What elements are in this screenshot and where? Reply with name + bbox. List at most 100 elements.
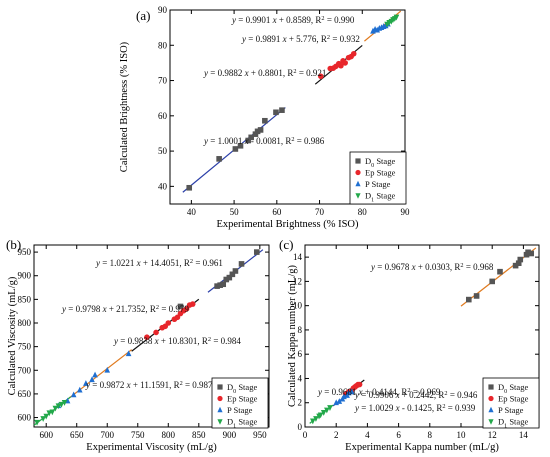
x-tick-label: 2 (334, 430, 339, 440)
data-point (46, 410, 53, 417)
data-point (517, 256, 524, 263)
legend-entry: D1 Stage (227, 417, 257, 430)
y-tick-label: 80 (158, 40, 168, 50)
fit-equation-label: y = 1.0029 x - 0.1425, R2 = 0.939 (354, 403, 476, 414)
x-tick-label: 40 (187, 207, 197, 217)
data-point (223, 276, 230, 283)
x-tick-label: 900 (223, 430, 237, 440)
data-point (144, 334, 150, 340)
plot-frame (304, 244, 540, 428)
data-point (216, 156, 222, 162)
y-tick-label: 50 (158, 146, 168, 156)
plot-frame (169, 9, 406, 205)
data-point (229, 271, 236, 278)
x-tick-label: 700 (100, 430, 114, 440)
x-tick-label: 950 (253, 430, 267, 440)
y-tick-label: 0 (298, 422, 303, 432)
y-tick-label: 900 (18, 271, 32, 281)
y-tick-label: 70 (158, 76, 168, 86)
y-tick-label: 4 (298, 373, 303, 383)
legend-marker (488, 419, 494, 425)
y-axis-label: Calculated Brightness (% ISO) (119, 41, 130, 172)
data-point (310, 418, 316, 425)
data-point (217, 282, 223, 288)
legend-entry: D0 Stage (227, 382, 257, 395)
data-point (153, 329, 159, 336)
legend-entry: P Stage (227, 405, 253, 415)
data-point (324, 407, 330, 414)
data-point (473, 293, 480, 299)
y-tick-label: 950 (18, 247, 32, 257)
y-tick-label: 800 (18, 318, 32, 328)
data-point (262, 117, 268, 124)
x-tick-label: 90 (401, 207, 411, 217)
y-axis-label: Calculated Kappa number (mL/g) (287, 265, 298, 407)
legend-marker (355, 180, 361, 187)
fit-equation-label: y = 0.9678 x + 0.0303, R2 = 0.968 (370, 262, 494, 273)
legend-entry: D1 Stage (498, 417, 528, 430)
data-point (512, 262, 519, 269)
legend-marker (217, 384, 223, 390)
data-point (92, 371, 98, 378)
data-point (214, 283, 220, 289)
x-tick-label: 60 (272, 207, 282, 217)
panel-label: (b) (6, 237, 21, 252)
legend-marker (488, 395, 494, 402)
x-tick-label: 12 (488, 430, 497, 440)
data-point (313, 416, 319, 422)
plot-frame (33, 244, 270, 428)
x-tick-label: 600 (39, 430, 53, 440)
data-point (125, 350, 132, 357)
x-tick-label: 8 (428, 430, 433, 440)
data-point (338, 62, 344, 69)
data-point (248, 134, 254, 141)
panel-a: 40 50 60 70 80 90 40 50 60 70 80 90 Experimental Bri… (119, 5, 410, 230)
y-tick-label: 700 (18, 365, 32, 375)
data-point (89, 376, 95, 383)
data-point (52, 405, 59, 412)
x-tick-label: 750 (131, 430, 145, 440)
x-axis-label: Experimental Kappa number (mL/g) (345, 442, 499, 453)
data-point (349, 388, 355, 395)
y-tick-label: 850 (18, 294, 32, 304)
x-tick-label: 10 (457, 430, 467, 440)
data-point (40, 416, 46, 422)
panel-c: 0 2 4 6 8 10 12 14 0 2 4 6 8 10 12 14 Experimental Kappa… (279, 237, 540, 453)
x-tick-label: 0 (303, 430, 308, 440)
data-point (55, 403, 62, 410)
data-point (61, 400, 68, 406)
data-point (245, 137, 251, 144)
data-point (34, 419, 40, 426)
legend-marker (488, 406, 494, 413)
data-point (497, 268, 503, 275)
data-point (177, 303, 184, 310)
data-point (528, 250, 534, 257)
x-axis-label: Experimental Brightness (% ISO) (216, 219, 359, 230)
y-tick-label: 90 (158, 5, 168, 15)
data-point (70, 391, 77, 398)
data-point (525, 249, 531, 256)
x-tick-label: 800 (162, 430, 176, 440)
legend-entry: D0 Stage (498, 382, 528, 395)
data-point (393, 14, 400, 21)
data-point (273, 109, 279, 116)
data-point (515, 260, 522, 266)
y-tick-label: 600 (18, 413, 32, 423)
legend-marker (488, 384, 494, 390)
data-point (350, 50, 357, 57)
legend-entry: Ep Stage (365, 168, 396, 178)
data-point (189, 301, 196, 307)
x-tick-label: 14 (519, 430, 529, 440)
data-point (76, 386, 83, 393)
data-point (58, 401, 65, 408)
legend-marker (217, 406, 223, 413)
legend-marker (217, 419, 223, 425)
x-axis-label: Experimental Viscosity (mL/g) (86, 442, 217, 453)
legend-marker (217, 395, 223, 402)
x-tick-label: 70 (315, 207, 325, 217)
fit-equation-label: y = 0.9882 x + 0.8801, R2 = 0.921 (203, 68, 326, 79)
data-point (220, 281, 227, 288)
panel-b: 600 650 700 750 800 850 900 950 600 650 700 750 800 8… (6, 237, 270, 453)
